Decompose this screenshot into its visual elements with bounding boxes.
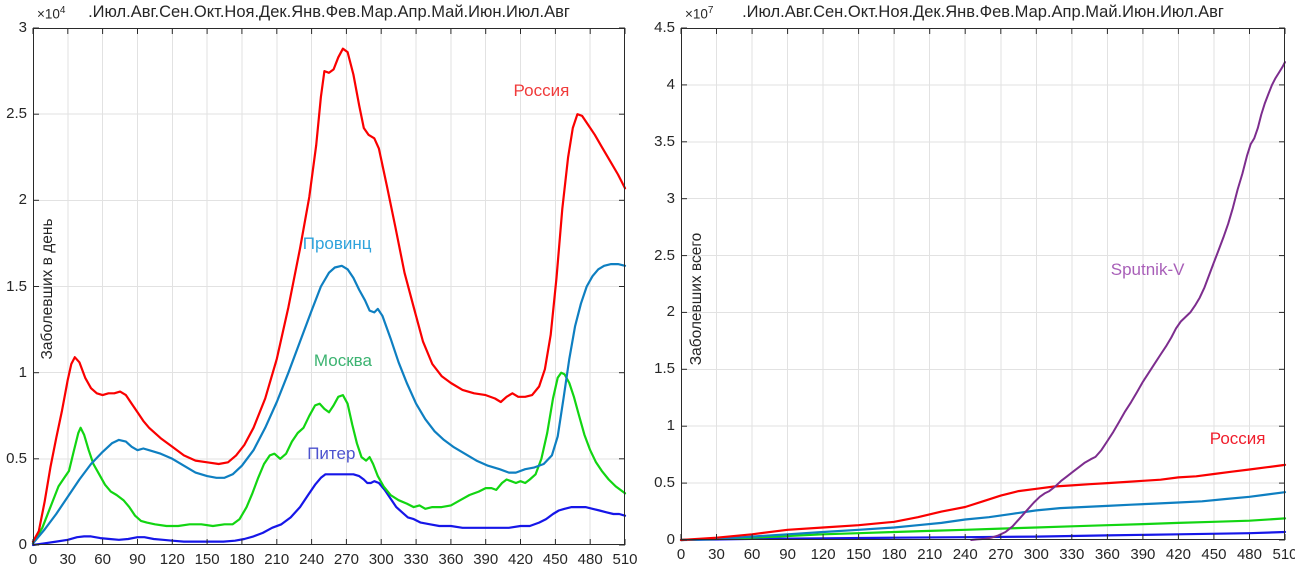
x-tick-label: 180 xyxy=(229,551,255,568)
series-label-Москва: Москва xyxy=(313,351,372,371)
x-tick-label: 30 xyxy=(708,546,725,563)
x-tick-label: 450 xyxy=(542,551,568,568)
x-tick-label: 240 xyxy=(952,546,978,563)
x-tick-label: 300 xyxy=(368,551,394,568)
y-tick-label: 0.5 xyxy=(6,449,27,467)
series-label-Россия: Россия xyxy=(513,80,570,100)
x-tick-label: 330 xyxy=(403,551,429,568)
left-y-axis-label: Заболевших в день xyxy=(39,218,56,360)
x-tick-label: 0 xyxy=(676,546,686,563)
x-tick-label: 330 xyxy=(1059,546,1085,563)
x-tick-label: 60 xyxy=(94,551,111,568)
right-y-exponent-base: ×10 xyxy=(685,6,708,22)
x-tick-label: 420 xyxy=(1165,546,1191,563)
series-line xyxy=(31,263,627,545)
series-line xyxy=(679,517,1287,542)
y-tick-label: 2 xyxy=(666,303,675,321)
x-tick-label: 420 xyxy=(508,551,534,568)
y-tick-label: 1 xyxy=(18,363,27,381)
y-tick-label: 4.5 xyxy=(654,19,675,36)
y-tick-label: 3 xyxy=(18,19,27,36)
right-months-title: .Июл.Авг.Сен.Окт.Ноя.Дек.Янв.Фев.Мар.Апр… xyxy=(742,3,1224,21)
left-y-exponent: ×104 xyxy=(37,5,65,22)
y-tick-label: 2.5 xyxy=(654,246,675,264)
y-tick-label: 1.5 xyxy=(654,360,675,378)
series-label-Питер: Питер xyxy=(307,444,356,464)
x-tick-label: 210 xyxy=(917,546,943,563)
x-tick-label: 270 xyxy=(333,551,359,568)
right-plot-canvas xyxy=(679,27,1287,542)
x-tick-label: 210 xyxy=(264,551,290,568)
y-tick-label: 0 xyxy=(18,536,27,553)
y-tick-label: 1 xyxy=(666,417,675,435)
x-tick-label: 0 xyxy=(28,551,38,568)
x-tick-label: 120 xyxy=(159,551,185,568)
x-tick-label: 270 xyxy=(988,546,1014,563)
x-tick-label: 450 xyxy=(1201,546,1227,563)
y-tick-label: 1.5 xyxy=(6,277,27,295)
series-label-Sputnik-V: Sputnik-V xyxy=(1110,260,1185,280)
x-tick-label: 480 xyxy=(577,551,603,568)
x-tick-label: 120 xyxy=(810,546,836,563)
x-tick-label: 480 xyxy=(1236,546,1262,563)
axes-box xyxy=(681,28,1285,540)
y-tick-label: 0.5 xyxy=(654,474,675,492)
x-tick-label: 510 xyxy=(1272,546,1295,563)
x-tick-label: 360 xyxy=(1094,546,1120,563)
x-tick-label: 510 xyxy=(612,551,638,568)
x-tick-label: 360 xyxy=(438,551,464,568)
x-tick-label: 90 xyxy=(129,551,146,568)
x-tick-label: 240 xyxy=(299,551,325,568)
y-tick-label: 3 xyxy=(666,189,675,207)
x-tick-label: 390 xyxy=(473,551,499,568)
y-tick-label: 3.5 xyxy=(654,132,675,150)
left-plot-canvas xyxy=(31,27,627,547)
x-tick-label: 60 xyxy=(743,546,761,563)
left-months-title: .Июл.Авг.Сен.Окт.Ноя.Дек.Янв.Фев.Мар.Апр… xyxy=(88,3,570,21)
series-line xyxy=(679,463,1287,542)
right-y-axis-label: Заболевших всего xyxy=(688,233,705,366)
left-plot-area: Заболевших в день 0 30 60 90 120 150 180 210 240… xyxy=(6,19,637,568)
x-tick-label: 30 xyxy=(59,551,77,568)
series-line xyxy=(31,47,627,543)
right-y-exponent-power: 7 xyxy=(707,5,714,16)
y-tick-label: 4 xyxy=(666,75,675,93)
axes-box xyxy=(33,28,625,545)
series-line xyxy=(31,371,627,545)
right-plot-area: Заболевших всего 0 30 60 90 120 150 180 210 240 2… xyxy=(654,19,1295,563)
y-tick-label: 0 xyxy=(666,531,675,548)
x-tick-label: 150 xyxy=(846,546,872,563)
x-tick-label: 300 xyxy=(1023,546,1049,563)
y-tick-label: 2.5 xyxy=(6,105,27,123)
left-y-exponent-power: 4 xyxy=(59,5,66,16)
series-line xyxy=(970,61,1286,541)
x-tick-label: 90 xyxy=(779,546,796,563)
x-tick-label: 390 xyxy=(1130,546,1156,563)
series-label-Провинц: Провинц xyxy=(302,234,372,254)
y-tick-label: 2 xyxy=(18,191,27,209)
right-y-exponent: ×107 xyxy=(685,5,713,22)
left-y-exponent-base: ×10 xyxy=(37,6,60,22)
series-line xyxy=(31,473,627,547)
series-label-Россия: Россия xyxy=(1209,428,1266,448)
x-tick-label: 150 xyxy=(194,551,220,568)
x-tick-label: 180 xyxy=(881,546,907,563)
